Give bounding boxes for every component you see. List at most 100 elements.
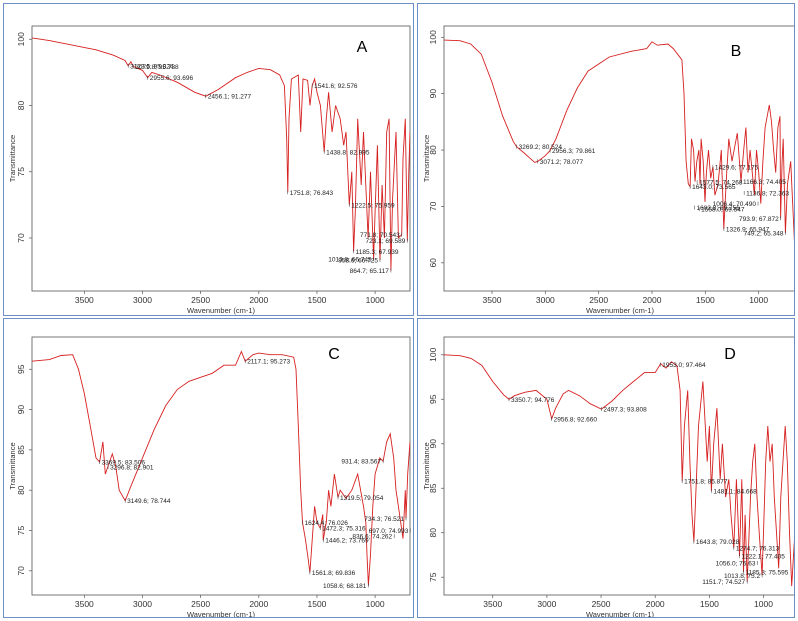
y-tick-label: 90 <box>428 89 438 99</box>
peak-annotation: 734.3; 76.521 <box>364 516 404 523</box>
plot-area-frame <box>443 336 794 596</box>
peak-annotation: 793.9; 67.872 <box>739 216 779 223</box>
x-tick-label: 2000 <box>249 599 268 609</box>
x-axis-label: Wavenumber (cm-1) <box>187 610 256 618</box>
x-tick-label: 2500 <box>191 295 210 305</box>
peak-annotation: 1643.0; 73.565 <box>692 184 736 191</box>
y-tick-label: 90 <box>16 405 26 415</box>
peak-annotation: 1751.8; 85.877 <box>684 479 728 486</box>
y-tick-label: 80 <box>428 145 438 155</box>
peak-annotation: 1319.5; 79.054 <box>340 495 384 502</box>
x-tick-label: 3000 <box>536 295 555 305</box>
peak-annotation: 1013.8; 66.745 <box>328 257 372 264</box>
y-tick-label: 95 <box>428 394 438 404</box>
x-tick-label: 3000 <box>537 599 556 609</box>
x-tick-label: 2000 <box>646 599 665 609</box>
peak-annotation: 1185.3; 75.595 <box>745 569 788 576</box>
y-tick-label: 100 <box>428 30 438 44</box>
peak-annotation: 1438.8; 82.995 <box>326 149 370 156</box>
peak-annotation: 2497.3; 93.808 <box>603 407 647 414</box>
panel-a: 3500 3000 2500 2000 1500 1000 70 75 80 100 Wavenum… <box>3 3 414 316</box>
peak-annotation: 1274.7; 76.313 <box>736 545 780 552</box>
panel-letter: A <box>357 39 368 56</box>
y-tick-label: 70 <box>16 566 26 576</box>
peak-annotation: 931.4; 83.567 <box>341 459 381 466</box>
panel-b: 3500 3000 2500 2000 1500 1000 60 70 80 90 100 Waven… <box>417 3 795 316</box>
peak-annotation: 1151.7; 74.527 <box>702 579 745 586</box>
peak-annotation: 1541.6; 92.576 <box>314 83 358 90</box>
peak-annotation: 1558.0; 69.547 <box>701 207 745 214</box>
peak-annotation: 1751.8; 76.843 <box>290 190 334 197</box>
peak-annotation: 836.6; 74.262 <box>352 534 392 541</box>
y-tick-label: 70 <box>16 233 26 243</box>
x-tick-label: 1500 <box>700 599 719 609</box>
x-tick-label: 3000 <box>133 599 152 609</box>
peak-annotation: 958.6; 66.725 <box>338 257 378 264</box>
ir-spectrum-chart: 3500 3000 2500 2000 1500 1000 75 80 85 90 95 100 Wav… <box>422 336 794 618</box>
peak-annotation: 1185.3; 67.939 <box>356 249 399 256</box>
x-tick-label: 1000 <box>754 599 773 609</box>
x-axis-label: Wavenumber (cm-1) <box>586 610 655 618</box>
peak-annotation: 2956.8; 92.660 <box>554 416 598 423</box>
peak-annotation: 3296.8; 82.901 <box>110 464 154 471</box>
y-tick-label: 80 <box>428 528 438 538</box>
peak-annotation: 1013.8; 75.2 <box>724 573 761 580</box>
panel-letter: B <box>731 43 742 60</box>
y-tick-label: 75 <box>428 572 438 582</box>
peak-annotation: 1472.3; 75.316 <box>322 526 366 533</box>
peak-annotation: 2117.1; 95.273 <box>247 359 290 366</box>
y-tick-label: 75 <box>16 526 26 536</box>
x-axis-label: Wavenumber (cm-1) <box>187 306 256 315</box>
peak-annotation: 3369.5; 83.506 <box>102 459 146 466</box>
y-axis-label: Transmittance <box>8 135 17 182</box>
peak-annotation: 1058.6; 68.181 <box>323 583 367 590</box>
peak-annotation: 1222.1; 77.405 <box>741 553 785 560</box>
peak-annotation: 749.2; 65.348 <box>744 230 784 237</box>
peak-annotation: 1136.8; 72.363 <box>746 190 789 197</box>
y-tick-label: 85 <box>428 483 438 493</box>
peak-annotation: 3079.8; 95.738 <box>135 64 179 71</box>
y-tick-label: 80 <box>16 101 26 111</box>
panel-c: 3500 3000 2500 2000 1500 1000 70 75 80 85 90 95 Wave… <box>3 318 414 618</box>
y-axis-label: Transmittance <box>422 135 431 182</box>
x-tick-label: 3000 <box>133 295 152 305</box>
peak-annotation: 3149.6; 78.744 <box>127 498 171 505</box>
spectrum-line <box>32 350 410 586</box>
x-tick-label: 1000 <box>749 295 768 305</box>
peak-annotation: 3071.2; 78.077 <box>540 159 584 166</box>
peak-annotation: 864.7; 65.117 <box>350 268 390 275</box>
y-tick-label: 100 <box>16 32 26 46</box>
x-tick-label: 1500 <box>307 599 326 609</box>
x-tick-label: 3500 <box>483 295 502 305</box>
x-tick-label: 1500 <box>696 295 715 305</box>
y-tick-label: 70 <box>428 201 438 211</box>
peak-annotation: 1446.2; 73.769 <box>325 538 369 545</box>
peak-annotation: 1222.5; 75.959 <box>351 202 395 209</box>
panel-d: 3500 3000 2500 2000 1500 1000 75 80 85 90 95 100 Wav… <box>417 318 795 618</box>
peak-annotation: 771.8; 70.543 <box>360 232 400 239</box>
peak-annotation: 2456.1; 91.277 <box>208 94 252 101</box>
y-tick-label: 100 <box>428 347 438 361</box>
peak-annotation: 1429.6; 77.175 <box>715 164 759 171</box>
x-tick-label: 2500 <box>191 599 210 609</box>
peak-annotation: 1006.4; 70.490 <box>713 201 757 208</box>
panel-letter: D <box>724 346 736 363</box>
y-tick-label: 75 <box>16 167 26 177</box>
x-tick-label: 2500 <box>589 295 608 305</box>
peak-annotation: 2955.6; 93.696 <box>150 75 194 82</box>
ir-spectrum-chart: 3500 3000 2500 2000 1500 1000 70 75 80 100 Wavenum… <box>8 25 411 315</box>
x-tick-label: 3500 <box>75 599 94 609</box>
x-tick-label: 2000 <box>249 295 268 305</box>
y-tick-label: 90 <box>428 439 438 449</box>
y-tick-label: 80 <box>16 485 26 495</box>
y-axis-label: Transmittance <box>422 442 431 489</box>
panel-letter: C <box>328 346 340 363</box>
x-tick-label: 2000 <box>643 295 662 305</box>
peak-annotation: 3350.7; 94.776 <box>511 397 555 404</box>
x-tick-label: 1000 <box>366 599 385 609</box>
y-tick-label: 60 <box>428 258 438 268</box>
ir-spectrum-chart: 3500 3000 2500 2000 1500 1000 70 75 80 85 90 95 Wave… <box>8 336 411 618</box>
x-tick-label: 1500 <box>307 295 326 305</box>
peak-annotation: 1056.0; 76.63 <box>716 560 756 567</box>
